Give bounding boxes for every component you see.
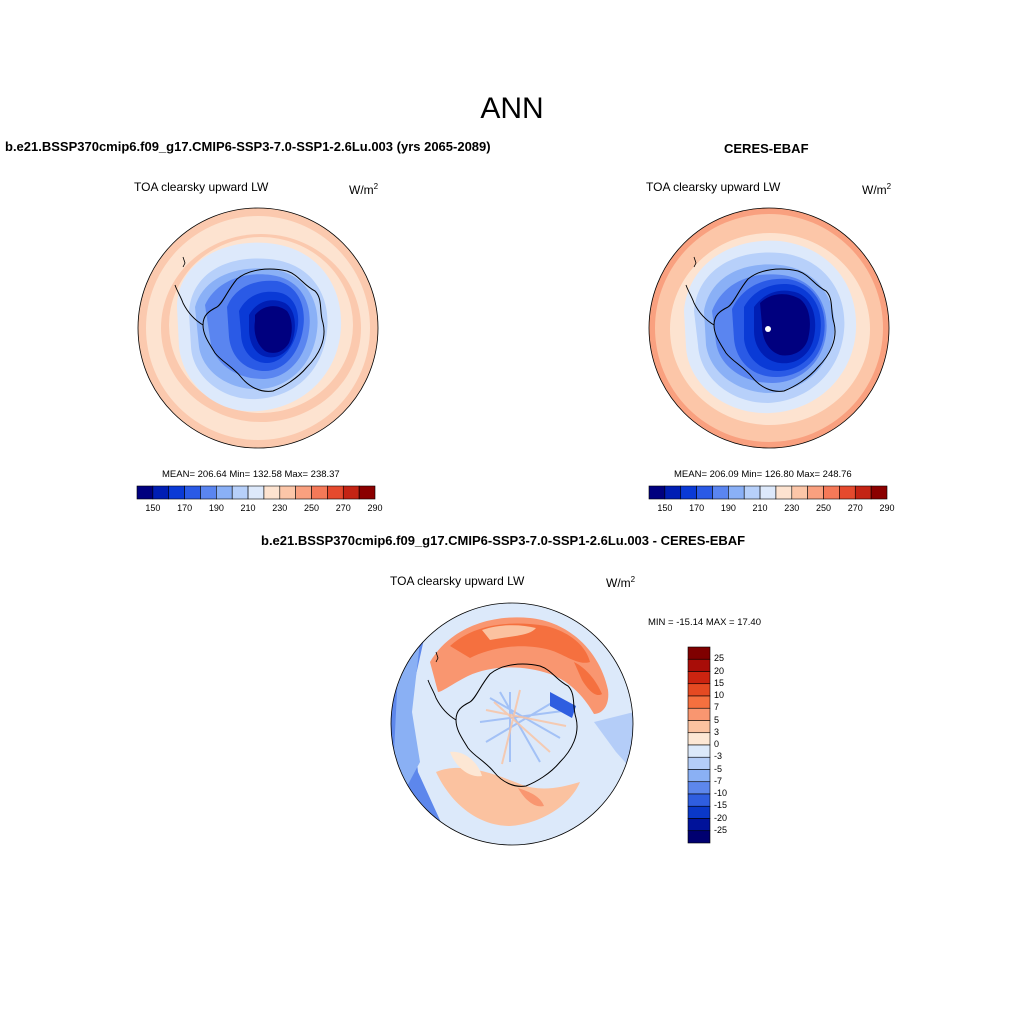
panel-2-colorbar-tick-label: 230 — [784, 503, 800, 513]
panel-1-colorbar-swatch — [136, 485, 154, 500]
panel-3-colorbar-swatch — [687, 707, 711, 721]
panel-3-colorbar-swatch — [687, 830, 711, 844]
panel-1-units-label: W/m2 — [349, 182, 379, 197]
panel-3-colorbar-tick-label: -25 — [714, 824, 728, 835]
panel-2-map — [648, 207, 890, 449]
panel-3-colorbar-tick-label: -15 — [714, 800, 728, 811]
panel-3-colorbar-swatch — [687, 683, 711, 697]
panel-3-colorbar-tick-label: -10 — [714, 788, 728, 798]
panel-2-title: CERES-EBAF — [724, 141, 809, 156]
panel-1-colorbar-swatch — [168, 485, 185, 500]
panel-3-colorbar-swatch — [687, 793, 711, 807]
panel-3-colorbar-tick-label: -20 — [714, 812, 728, 823]
panel-1-colorbar-tick-label: 250 — [304, 503, 320, 513]
panel-2-colorbar-swatch — [807, 485, 824, 500]
panel-2-colorbar-tick-label: 210 — [752, 503, 768, 513]
panel-2-colorbar-swatch — [854, 485, 872, 500]
panel-1-colorbar-tick-label: 230 — [272, 503, 288, 513]
panel-1-colorbar-swatch — [231, 485, 249, 500]
panel-3-variable-label: TOA clearsky upward LW — [390, 574, 525, 588]
panel-1-colorbar-swatch — [263, 485, 281, 500]
panel-3-colorbar-swatch — [687, 671, 711, 685]
panel-3-colorbar-tick-label: 10 — [714, 690, 725, 700]
panel-2-variable-label: TOA clearsky upward LW — [646, 180, 781, 194]
panel-1-colorbar-swatch — [295, 485, 312, 500]
panel-3-colorbar-tick-label: 0 — [714, 739, 720, 749]
panel-3-colorbar-swatch — [687, 781, 711, 795]
panel-1-colorbar-swatch — [342, 485, 360, 500]
panel-3-colorbar-tick-label: 20 — [714, 665, 725, 676]
panel-2-colorbar-tick-label: 170 — [689, 503, 705, 513]
panel-2-colorbar-swatch — [839, 485, 856, 500]
panel-2-units-label: W/m2 — [862, 182, 892, 197]
panel-1-colorbar-swatch — [279, 485, 296, 500]
panel-2-colorbar-swatch — [712, 485, 729, 500]
panel-3-colorbar-tick-label: -5 — [714, 763, 723, 774]
panel-2-colorbar-swatch — [728, 485, 745, 500]
panel-2-colorbar-swatch — [775, 485, 793, 500]
panel-3-stats: MIN = -15.14 MAX = 17.40 — [648, 617, 762, 628]
panel-1-map — [137, 207, 379, 449]
panel-3-colorbar-swatch — [687, 769, 711, 783]
panel-1-colorbar-tick-label: 170 — [177, 503, 193, 513]
panel-1-stats: MEAN= 206.64 Min= 132.58 Max= 238.37 — [162, 469, 340, 480]
panel-2-colorbar-swatch — [870, 485, 888, 500]
panel-2-colorbar-swatch — [823, 485, 840, 500]
panel-2-colorbar-swatch — [696, 485, 713, 500]
panel-2-colorbar — [648, 485, 888, 500]
panel-1-colorbar-tick-label: 270 — [335, 503, 351, 513]
panel-3-colorbar-tick-label: 25 — [714, 653, 725, 664]
panel-2-stats: MEAN= 206.09 Min= 126.80 Max= 248.76 — [674, 469, 852, 480]
panel-1-colorbar-tick-label: 190 — [208, 503, 224, 513]
panel-1-colorbar-swatch — [311, 485, 328, 500]
panel-3-colorbar-tick-label: -7 — [714, 775, 723, 786]
figure-title: ANN — [480, 92, 544, 125]
panel-1-variable-label: TOA clearsky upward LW — [134, 180, 269, 194]
panel-3-colorbar-swatch — [687, 732, 711, 746]
panel-2-colorbar-tick-label: 190 — [720, 503, 736, 513]
panel-2-colorbar-swatch — [664, 485, 682, 500]
panel-3-colorbar-swatch — [687, 658, 711, 672]
panel-1-colorbar-tick-label: 210 — [240, 503, 256, 513]
panel-1-colorbar-swatch — [184, 485, 201, 500]
panel-2-colorbar-ticks: 150 170 190 210 230 250 270 290 — [649, 503, 894, 515]
panel-2-colorbar-tick-label: 250 — [816, 503, 832, 513]
panel-3-colorbar — [687, 646, 711, 844]
panel-2-colorbar-tick-label: 150 — [657, 503, 673, 513]
panel-3-colorbar-swatch — [687, 818, 711, 832]
panel-2-colorbar-swatch — [759, 485, 777, 500]
panel-3-title: b.e21.BSSP370cmip6.f09_g17.CMIP6-SSP3-7.… — [261, 533, 746, 548]
panel-2-colorbar-swatch — [648, 485, 666, 500]
panel-1-colorbar-swatch — [152, 485, 170, 500]
panel-1-title: b.e21.BSSP370cmip6.f09_g17.CMIP6-SSP3-7.… — [5, 139, 491, 154]
panel-3-colorbar-swatch — [687, 720, 711, 734]
panel-1-colorbar-swatch — [327, 485, 344, 500]
panel-3-colorbar-tick-label: 7 — [714, 702, 720, 713]
panel-1-colorbar-swatch — [247, 485, 265, 500]
panel-2-colorbar-swatch — [791, 485, 808, 500]
panel-3-colorbar-tick-label: -3 — [714, 751, 723, 762]
panel-1-colorbar-tick-label: 290 — [367, 503, 383, 513]
panel-2-colorbar-tick-label: 270 — [847, 503, 863, 513]
panel-3-colorbar-tick-label: 15 — [714, 677, 725, 688]
panel-3-colorbar-tick-label: 3 — [714, 726, 720, 737]
panel-3-colorbar-swatch — [687, 805, 711, 819]
panel-1-colorbar-swatch — [216, 485, 233, 500]
panel-1-colorbar-ticks: 150 170 190 210 230 250 270 290 — [137, 503, 382, 515]
panel-3-colorbar-swatch — [687, 744, 711, 758]
panel-3-colorbar-ticks: 25 20 15 10 7 5 3 0 -3 -5 -7 -10 -15 -20 -25 — [714, 647, 754, 843]
panel-1-colorbar-tick-label: 150 — [145, 503, 161, 513]
panel-2-colorbar-swatch — [680, 485, 697, 500]
panel-2-colorbar-swatch — [743, 485, 761, 500]
panel-1-colorbar-swatch — [200, 485, 217, 500]
panel-3-colorbar-tick-label: 5 — [714, 714, 720, 725]
panel-2-colorbar-tick-label: 290 — [879, 503, 895, 513]
panel-3-colorbar-swatch — [687, 646, 711, 660]
panel-3-colorbar-swatch — [687, 695, 711, 709]
panel-1-colorbar — [136, 485, 376, 500]
panel-3-colorbar-swatch — [687, 756, 711, 770]
panel-3-units-label: W/m2 — [606, 575, 636, 590]
panel-1-colorbar-swatch — [358, 485, 376, 500]
panel-3-map — [390, 602, 634, 846]
